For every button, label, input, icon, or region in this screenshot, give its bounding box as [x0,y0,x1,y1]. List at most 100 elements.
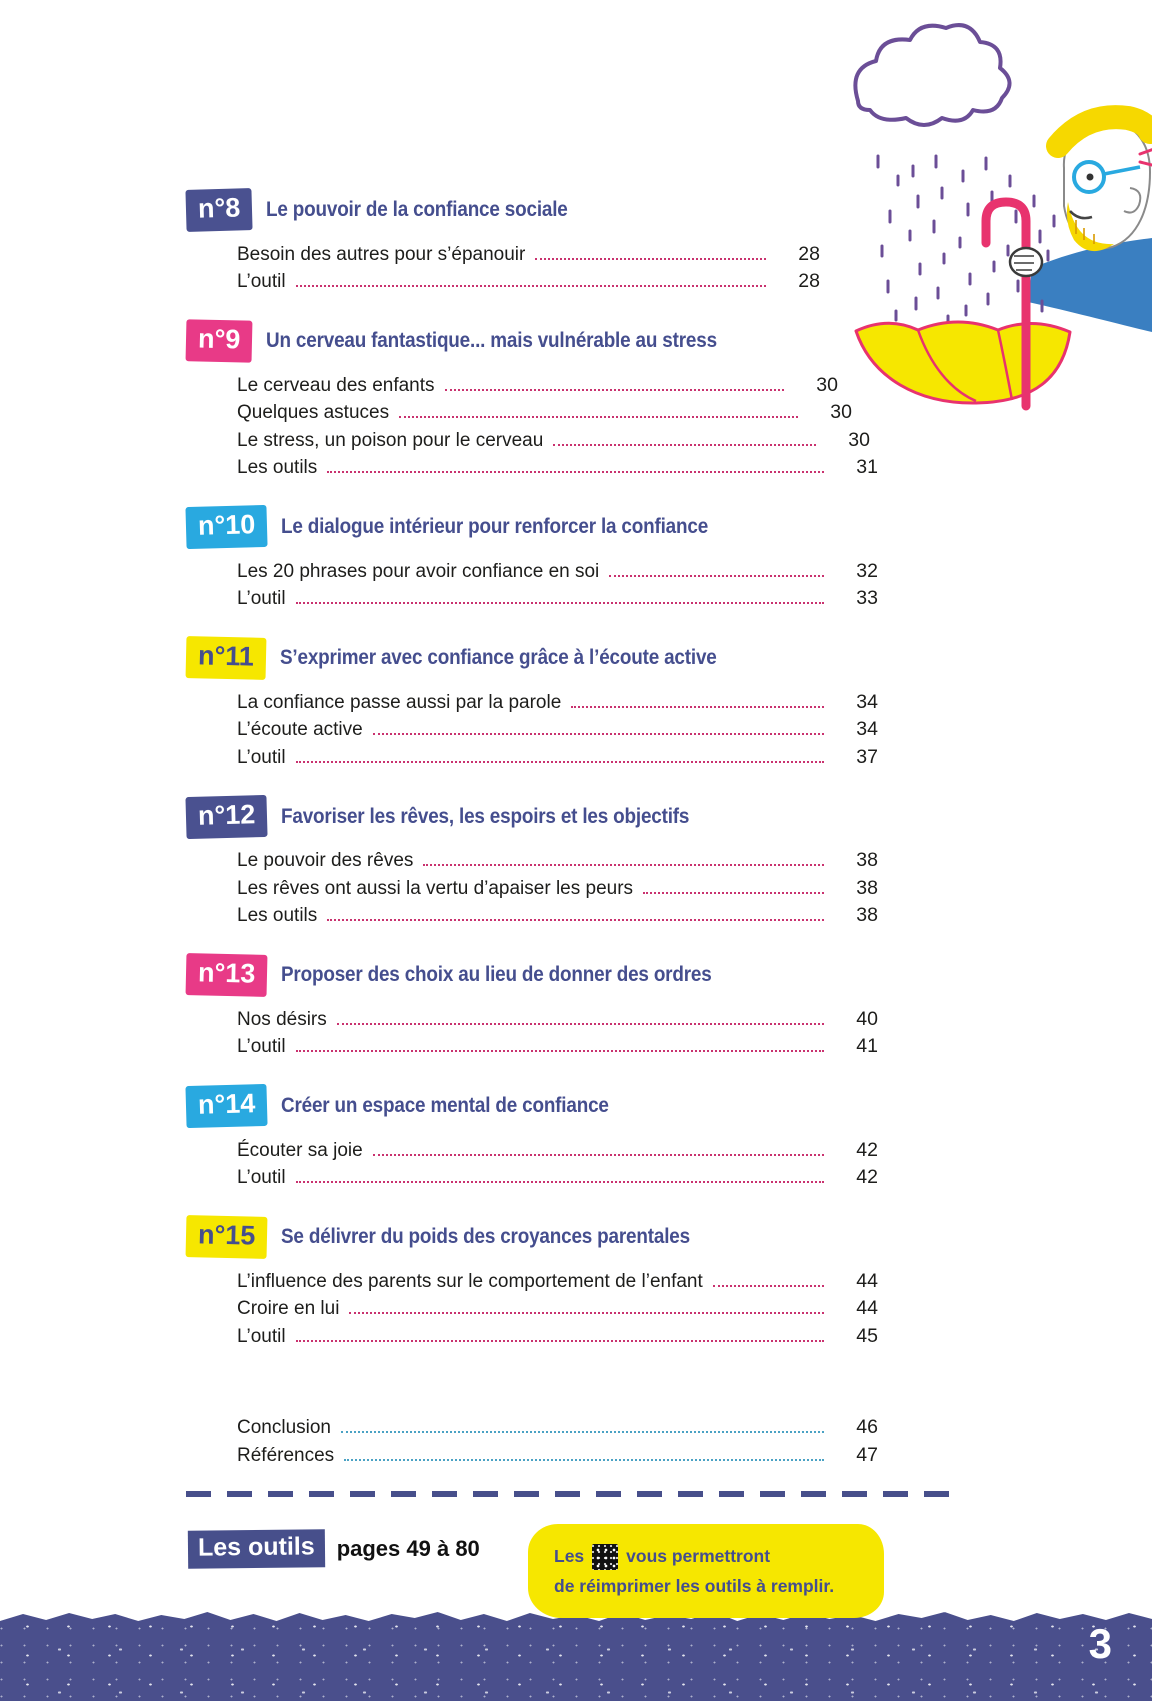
toc-entry-page: 31 [856,456,878,478]
dotted-leader [295,602,824,604]
toc-entry-page: 44 [856,1297,878,1319]
toc-chapter: n°9 Un cerveau fantastique... mais vulné… [185,317,878,480]
toc-entry-label: L’outil [237,271,286,292]
toc-entry-page: 34 [856,690,878,713]
toc-entry-label: Conclusion [237,1417,331,1438]
toc-chapter: n°11 S’exprimer avec confiance grâce à l… [185,634,878,769]
chapter-items: L’influence des parents sur le comportem… [237,1265,878,1348]
dotted-leader [295,1050,824,1052]
chapter-title: Créer un espace mental de confiance [281,1094,610,1117]
dotted-leader [609,574,824,577]
toc-entry: Le pouvoir des rêves 38 [237,845,878,873]
toc-entry-label: Le pouvoir des rêves [237,850,414,871]
note-line-2: de réimprimer les outils à remplir. [554,1575,835,1596]
chapter-title: S’exprimer avec confiance grâce à l’écou… [279,646,717,669]
dashed-separator [186,1491,965,1497]
toc-chapter: n°14 Créer un espace mental de confiance… [185,1082,878,1189]
toc-entry-label: L’écoute active [237,719,363,740]
chapter-heading: n°9 Un cerveau fantastique... mais vulné… [185,317,878,365]
rain-cloud-umbrella-illustration [853,23,1152,411]
toc-entry-label: Les outils [237,905,318,926]
character-ear [1123,187,1142,214]
chapter-heading: n°14 Créer un espace mental de confiance [185,1082,878,1130]
dotted-leader [643,891,824,894]
toc-chapter: n°10 Le dialogue intérieur pour renforce… [185,503,878,610]
toc-chapter: n°12 Favoriser les rêves, les espoirs et… [185,793,878,928]
dotted-leader [535,257,766,260]
toc-entry-label: L’outil [237,1036,286,1057]
toc-entry: L’outil 37 [237,741,878,769]
toc-entry: Les 20 phrases pour avoir confiance en s… [237,555,878,583]
chapter-title: Favoriser les rêves, les espoirs et les … [281,804,690,828]
toc-entry-label: Croire en lui [237,1298,340,1319]
chapter-heading: n°11 S’exprimer avec confiance grâce à l… [185,634,878,682]
toc-entry-label: Le cerveau des enfants [237,374,435,396]
toc-chapter: n°13 Proposer des choix au lieu de donne… [185,951,878,1058]
dotted-leader [712,1284,824,1287]
toc-entry: L’écoute active 34 [237,714,878,742]
cloud-icon [853,23,1012,127]
chapter-heading: n°12 Favoriser les rêves, les espoirs et… [185,793,878,841]
dotted-leader [327,471,824,473]
toc-chapter: n°8 Le pouvoir de la confiance sociale B… [185,186,878,293]
dotted-leader [423,864,824,866]
toc-entry-label: L’outil [237,1325,286,1347]
dotted-leader [571,705,824,708]
outils-badge: Les outils [187,1529,325,1569]
toc-entry-page: 42 [856,1166,878,1188]
note-box: Les vous permettront de réimprimer les o… [528,1524,884,1618]
chapter-title: Le dialogue intérieur pour renforcer la … [281,515,709,538]
chapter-items: La confiance passe aussi par la parole 3… [237,686,878,769]
page-number: 3 [1088,1620,1112,1667]
toc-entry: Les outils 31 [237,452,878,480]
toc-entry-page: 41 [856,1035,878,1057]
outils-pages-label: pages 49 à 80 [336,1536,480,1561]
toc-chapter: n°15 Se délivrer du poids des croyances … [185,1213,878,1348]
toc-entry-label: Les outils [237,457,318,478]
chapter-items: Écouter sa joie 42 L’outil 42 [237,1134,878,1189]
toc-entry: Références 47 [237,1439,878,1467]
toc-entry: Écouter sa joie 42 [237,1134,878,1162]
table-of-contents: n°8 Le pouvoir de la confiance sociale B… [185,186,878,1467]
dotted-leader [349,1312,824,1314]
toc-entry: L’outil 28 [237,266,878,294]
chapter-title: Un cerveau fantastique... mais vulnérabl… [266,329,718,352]
footer-band [0,1612,1152,1701]
toc-entry-page: 28 [798,242,820,265]
toc-entry: Les outils 38 [237,900,878,928]
chapter-number-badge: n°13 [185,953,268,997]
toc-extras: Conclusion 46 Références 47 [237,1412,878,1467]
character-head [1046,105,1152,252]
toc-entry-page: 47 [856,1443,878,1466]
character-beard [1066,202,1114,252]
toc-entry-page: 42 [856,1138,878,1161]
character-hand [1008,246,1044,278]
chapter-title: Proposer des choix au lieu de donner des… [281,963,712,986]
chapter-heading: n°10 Le dialogue intérieur pour renforce… [185,503,878,551]
toc-entry-label: Quelques astuces [237,402,390,423]
dotted-leader [399,416,798,418]
toc-entry-page: 33 [856,587,878,609]
toc-entry-label: Références [237,1444,335,1466]
outils-section: Les outils pages 49 à 80 [187,1529,480,1569]
chapter-heading: n°13 Proposer des choix au lieu de donne… [185,951,878,999]
note-suffix: vous permettront [626,1546,771,1566]
toc-entry: Le stress, un poison pour le cerveau 30 [237,424,878,452]
toc-entry-page: 37 [856,745,878,768]
chapter-items: Besoin des autres pour s’épanouir 28 L’o… [237,238,878,293]
toc-entry-page: 28 [798,270,820,292]
qr-code-icon [592,1543,619,1570]
dotted-leader [295,285,766,287]
toc-entry-label: Écouter sa joie [237,1139,363,1161]
toc-entry-label: Nos désirs [237,1008,327,1030]
toc-entry-label: Les 20 phrases pour avoir confiance en s… [237,560,600,582]
umbrella-handle [981,197,1031,411]
toc-entry-label: L’outil [237,588,286,609]
toc-entry-page: 32 [856,559,878,582]
chapter-items: Nos désirs 40 L’outil 41 [237,1003,878,1058]
toc-entry: L’outil 42 [237,1162,878,1190]
note-line-1: Les vous permettront [554,1542,870,1572]
toc-entry: Nos désirs 40 [237,1003,878,1031]
chapter-heading: n°8 Le pouvoir de la confiance sociale [185,186,878,234]
toc-entry: Quelques astuces 30 [237,397,878,425]
